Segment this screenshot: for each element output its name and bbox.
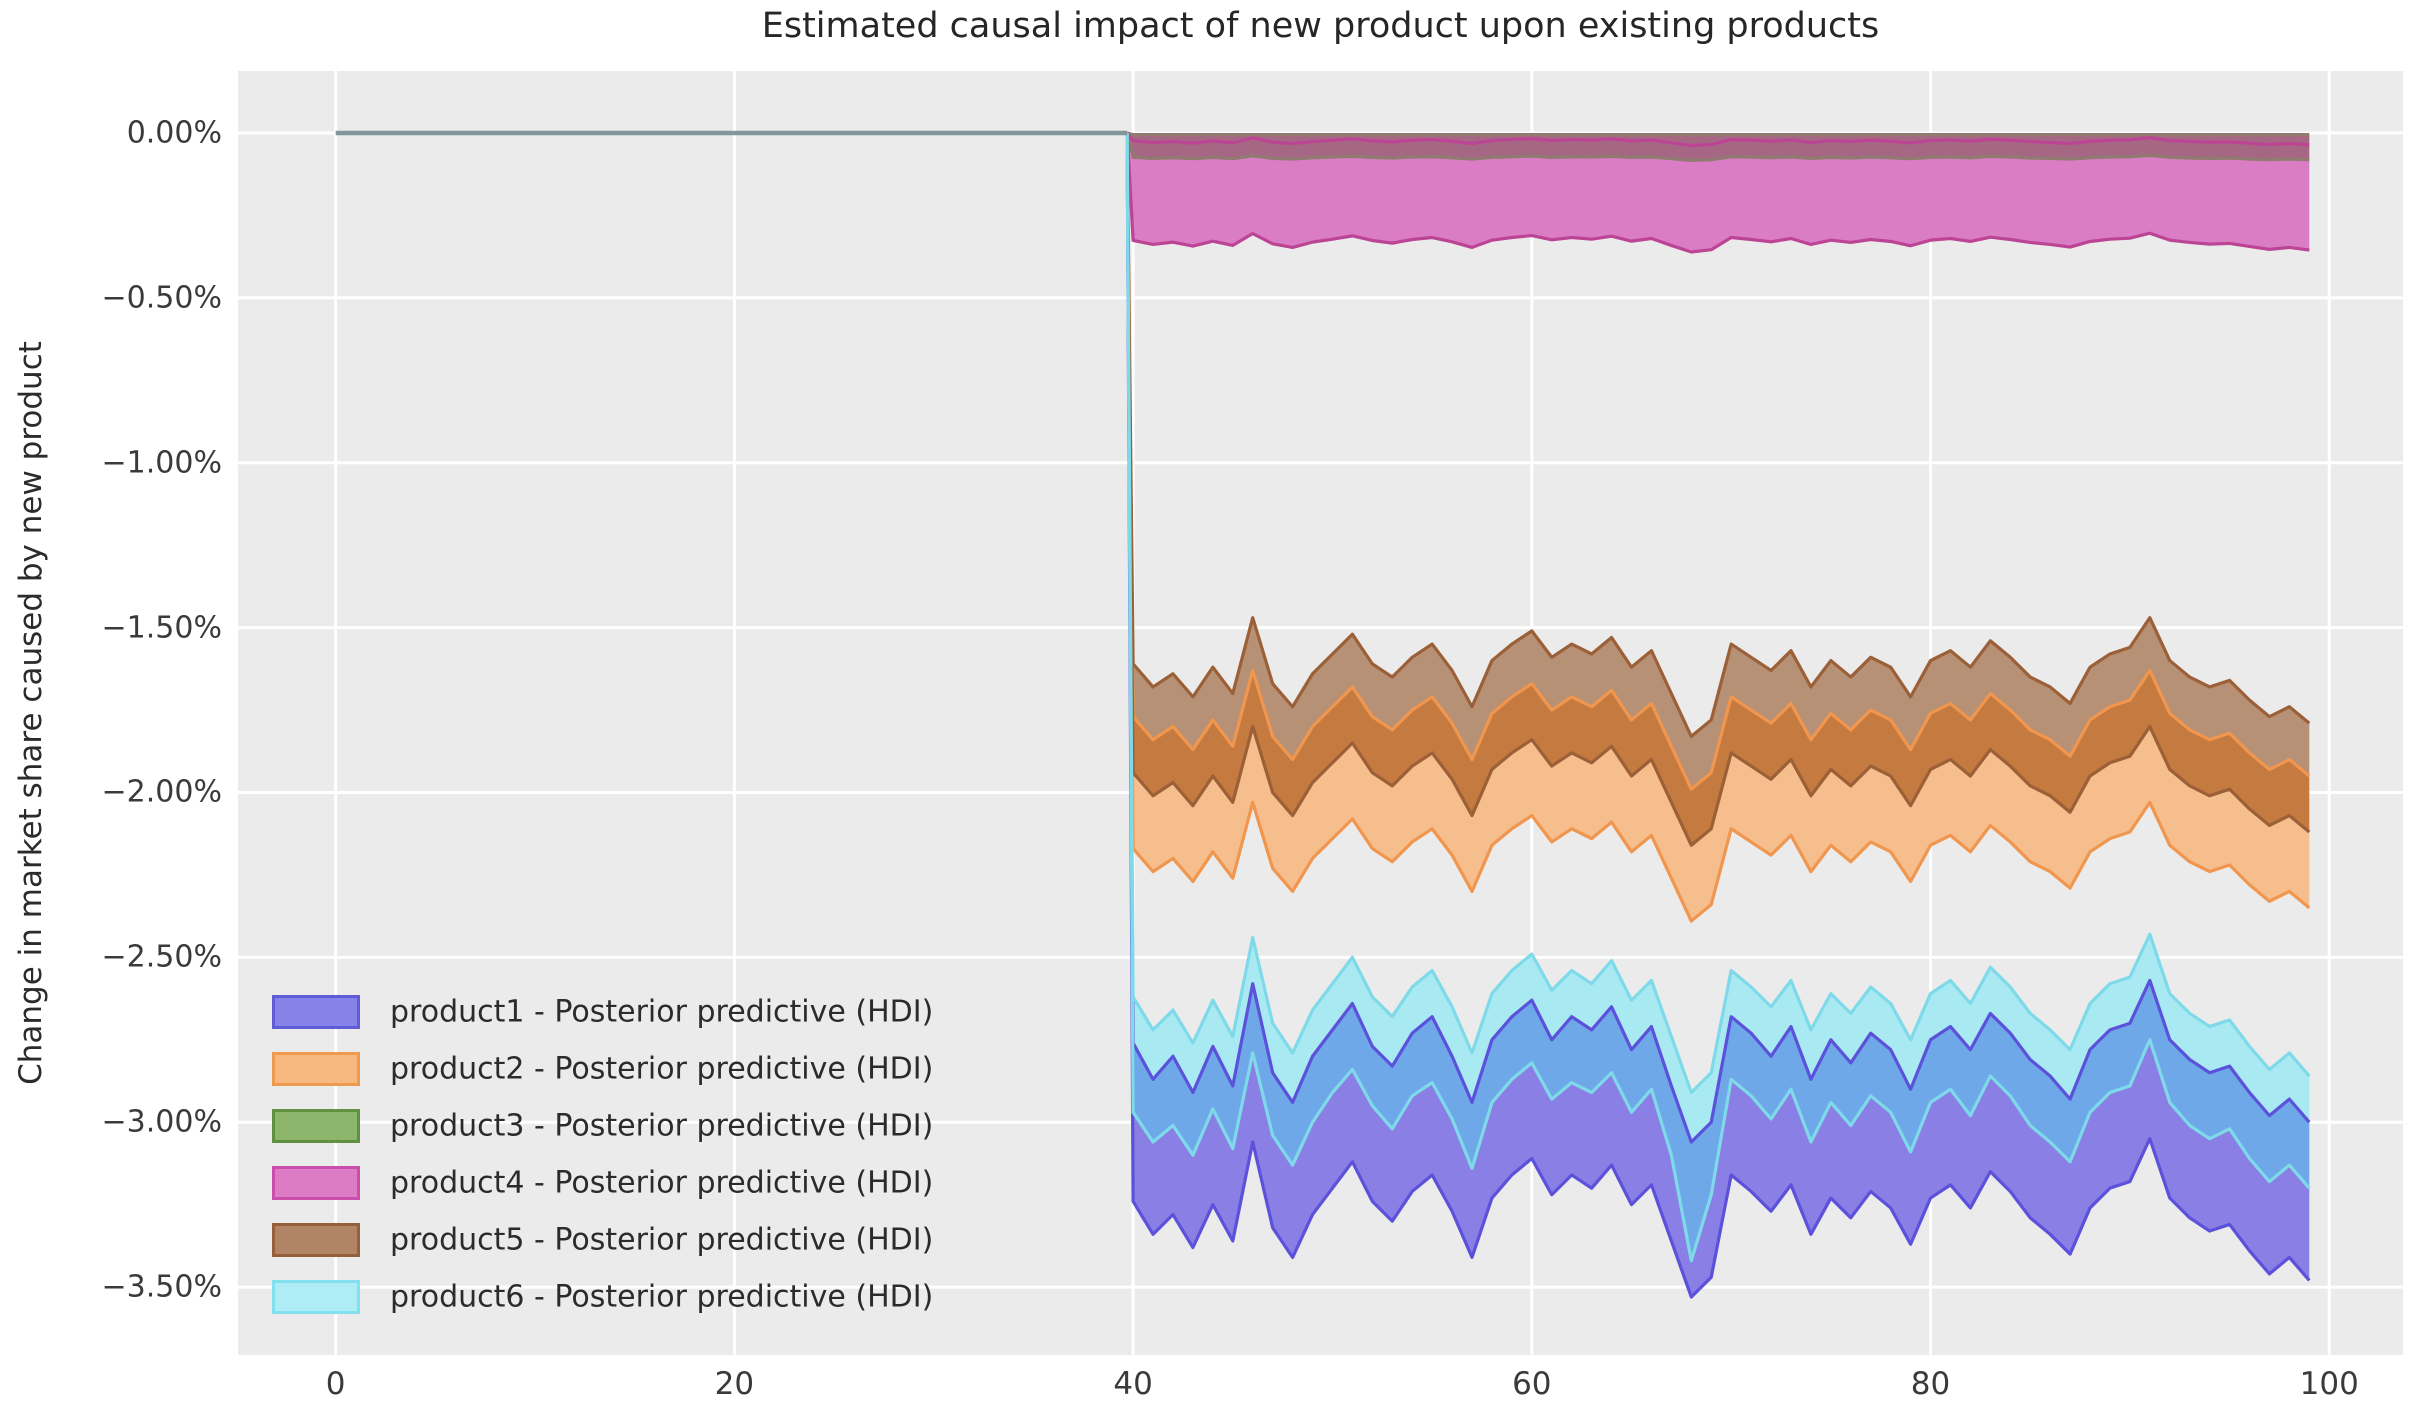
band-edge-product2-lo [1125,132,2311,923]
y-tick-label: −1.50% [101,610,222,646]
legend-swatch-product5 [272,1223,360,1257]
x-tick-label: 100 [2299,1366,2359,1402]
band-edge-product3-hi [1126,131,2310,137]
hdi-band-stratum-product2-product5-overlap [1127,132,2310,846]
band-edge-product2-hi [1125,132,2311,791]
legend-swatch-product6 [272,1280,360,1314]
x-tick-label: 20 [714,1366,755,1402]
y-tick-label: −2.50% [101,939,222,975]
legend-label: product3 - Posterior predictive (HDI) [390,1108,934,1144]
hdi-band-stratum-product2-alone [1127,132,2310,922]
legend-swatch-product2 [272,1052,360,1086]
band-edge-product4-lo [1125,132,2310,254]
band-edge-product4-hi [1125,132,2310,148]
hdi-band-stratum-product1-alone [1127,132,2310,1297]
y-tick-label: −3.50% [101,1269,222,1305]
y-tick-label: 0.00% [126,115,222,151]
x-tick-label: 40 [1113,1366,1153,1402]
x-tick-label: 0 [325,1366,346,1402]
legend-label: product1 - Posterior predictive (HDI) [390,994,934,1030]
band-edge-product1-hi [1125,132,2311,1144]
y-tick-label: −2.00% [101,774,222,810]
hdi-band-stratum-product6-alone [1127,132,2310,1142]
band-edge-product1-lo [1125,132,2311,1299]
legend-label: product4 - Posterior predictive (HDI) [390,1165,934,1201]
legend-label: product5 - Posterior predictive (HDI) [390,1222,934,1258]
hdi-band-stratum-product5-alone [1127,132,2310,790]
band-edge-product3-lo [1125,132,2310,162]
legend-label: product2 - Posterior predictive (HDI) [390,1051,934,1087]
hdi-band-stratum-product4-alone [1127,132,2310,253]
chart-title: Estimated causal impact of new product u… [761,6,1880,46]
band-edge-product5-lo [1125,132,2311,847]
band-edge-product6-hi [1125,132,2311,1095]
band-edge-product6-lo [1125,132,2311,1263]
y-tick-label: −3.00% [101,1104,222,1140]
y-tick-label: −0.50% [101,280,222,316]
y-tick-label: −1.00% [101,445,222,481]
x-tick-label: 80 [1910,1366,1951,1402]
legend-swatch-product1 [272,995,360,1029]
x-tick-label: 60 [1512,1366,1552,1402]
legend-swatch-product4 [272,1166,360,1200]
legend-label: product6 - Posterior predictive (HDI) [390,1279,934,1315]
legend-swatch-product3 [272,1109,360,1143]
band-edge-product5-hi [1125,132,2311,739]
